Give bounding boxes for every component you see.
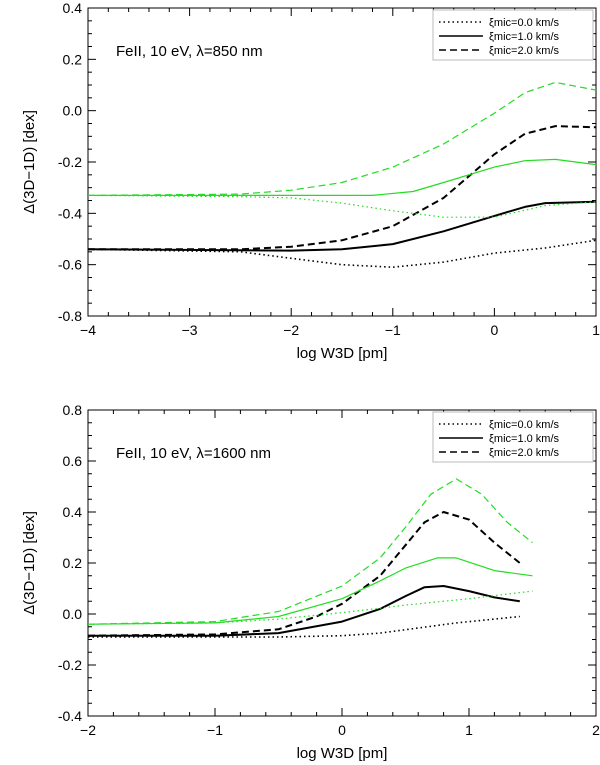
legend-box (432, 9, 594, 61)
y-tick-label: 0.4 (63, 504, 83, 520)
y-tick-label: 0.2 (63, 51, 83, 67)
legend-label: ξmic=0.0 km/s (489, 419, 560, 431)
series-line-solid-black (87, 200, 597, 252)
y-tick-label: -0.2 (58, 657, 82, 673)
legend-label: ξmic=2.0 km/s (489, 447, 560, 459)
x-axis-label: log W3D [pm] (297, 745, 388, 762)
y-tick-label: 0.0 (63, 103, 83, 119)
chart-panel-bottom: −2 −1 0 1 2 -0.4 -0.2 0.0 0.2 0.4 0.6 0.8 log W3D [p… (21, 402, 600, 762)
series-line-dotted-green (87, 194, 597, 218)
y-axis-label: Δ(3D−1D) [dex] (21, 511, 38, 615)
y-tick-label: 0.8 (63, 402, 83, 418)
legend-box (432, 411, 594, 463)
series-line-solid-green (88, 158, 597, 196)
legend-label: ξmic=2.0 km/s (489, 45, 560, 57)
y-tick-label: 0.0 (63, 606, 83, 622)
series-line-dashed-green (87, 478, 533, 625)
x-tick-label: −3 (182, 322, 198, 338)
series-line-dotted-black (87, 239, 597, 269)
y-axis-label: Δ(3D−1D) [dex] (21, 110, 38, 214)
series-line-dashed-black (87, 511, 521, 637)
x-tick-label: 0 (491, 322, 499, 338)
legend-label: ξmic=1.0 km/s (489, 433, 560, 445)
series-line-dashed-black (88, 125, 597, 251)
x-tick-label: 0 (338, 722, 346, 738)
x-tick-label: 1 (465, 722, 473, 738)
y-tick-label: 0.2 (63, 555, 83, 571)
y-tick-label: -0.4 (58, 708, 82, 724)
legend-label: ξmic=0.0 km/s (489, 17, 560, 29)
y-tick-label: -0.2 (58, 154, 82, 170)
y-tick-label: -0.8 (58, 308, 82, 324)
series-line-solid-black (88, 585, 520, 637)
y-tick-label: -0.4 (58, 205, 82, 221)
panel-annotation: FeII, 10 eV, λ=1600 nm (116, 445, 271, 462)
chart-panel-top: −4 −3 −2 −1 0 1 -0.8 -0.6 -0.4 -0.2 0.0 0.2 0.4 log W… (21, 0, 600, 362)
x-tick-label: −4 (80, 322, 96, 338)
series-line-solid-green (87, 557, 533, 625)
x-tick-label: −2 (283, 322, 299, 338)
series-line-dashed-green (87, 81, 597, 196)
x-tick-label: −2 (80, 722, 96, 738)
legend-label: ξmic=1.0 km/s (489, 31, 560, 43)
x-tick-label: 2 (592, 722, 600, 738)
series-line-dotted-black (88, 615, 520, 638)
x-tick-label: −1 (207, 722, 223, 738)
panel-annotation: FeII, 10 eV, λ=850 nm (116, 43, 263, 60)
y-tick-label: 0.4 (63, 0, 83, 16)
x-axis-label: log W3D [pm] (297, 345, 388, 362)
x-tick-label: −1 (385, 322, 401, 338)
y-tick-label: -0.6 (58, 257, 82, 273)
x-tick-label: 1 (592, 322, 600, 338)
y-tick-label: 0.6 (63, 453, 83, 469)
